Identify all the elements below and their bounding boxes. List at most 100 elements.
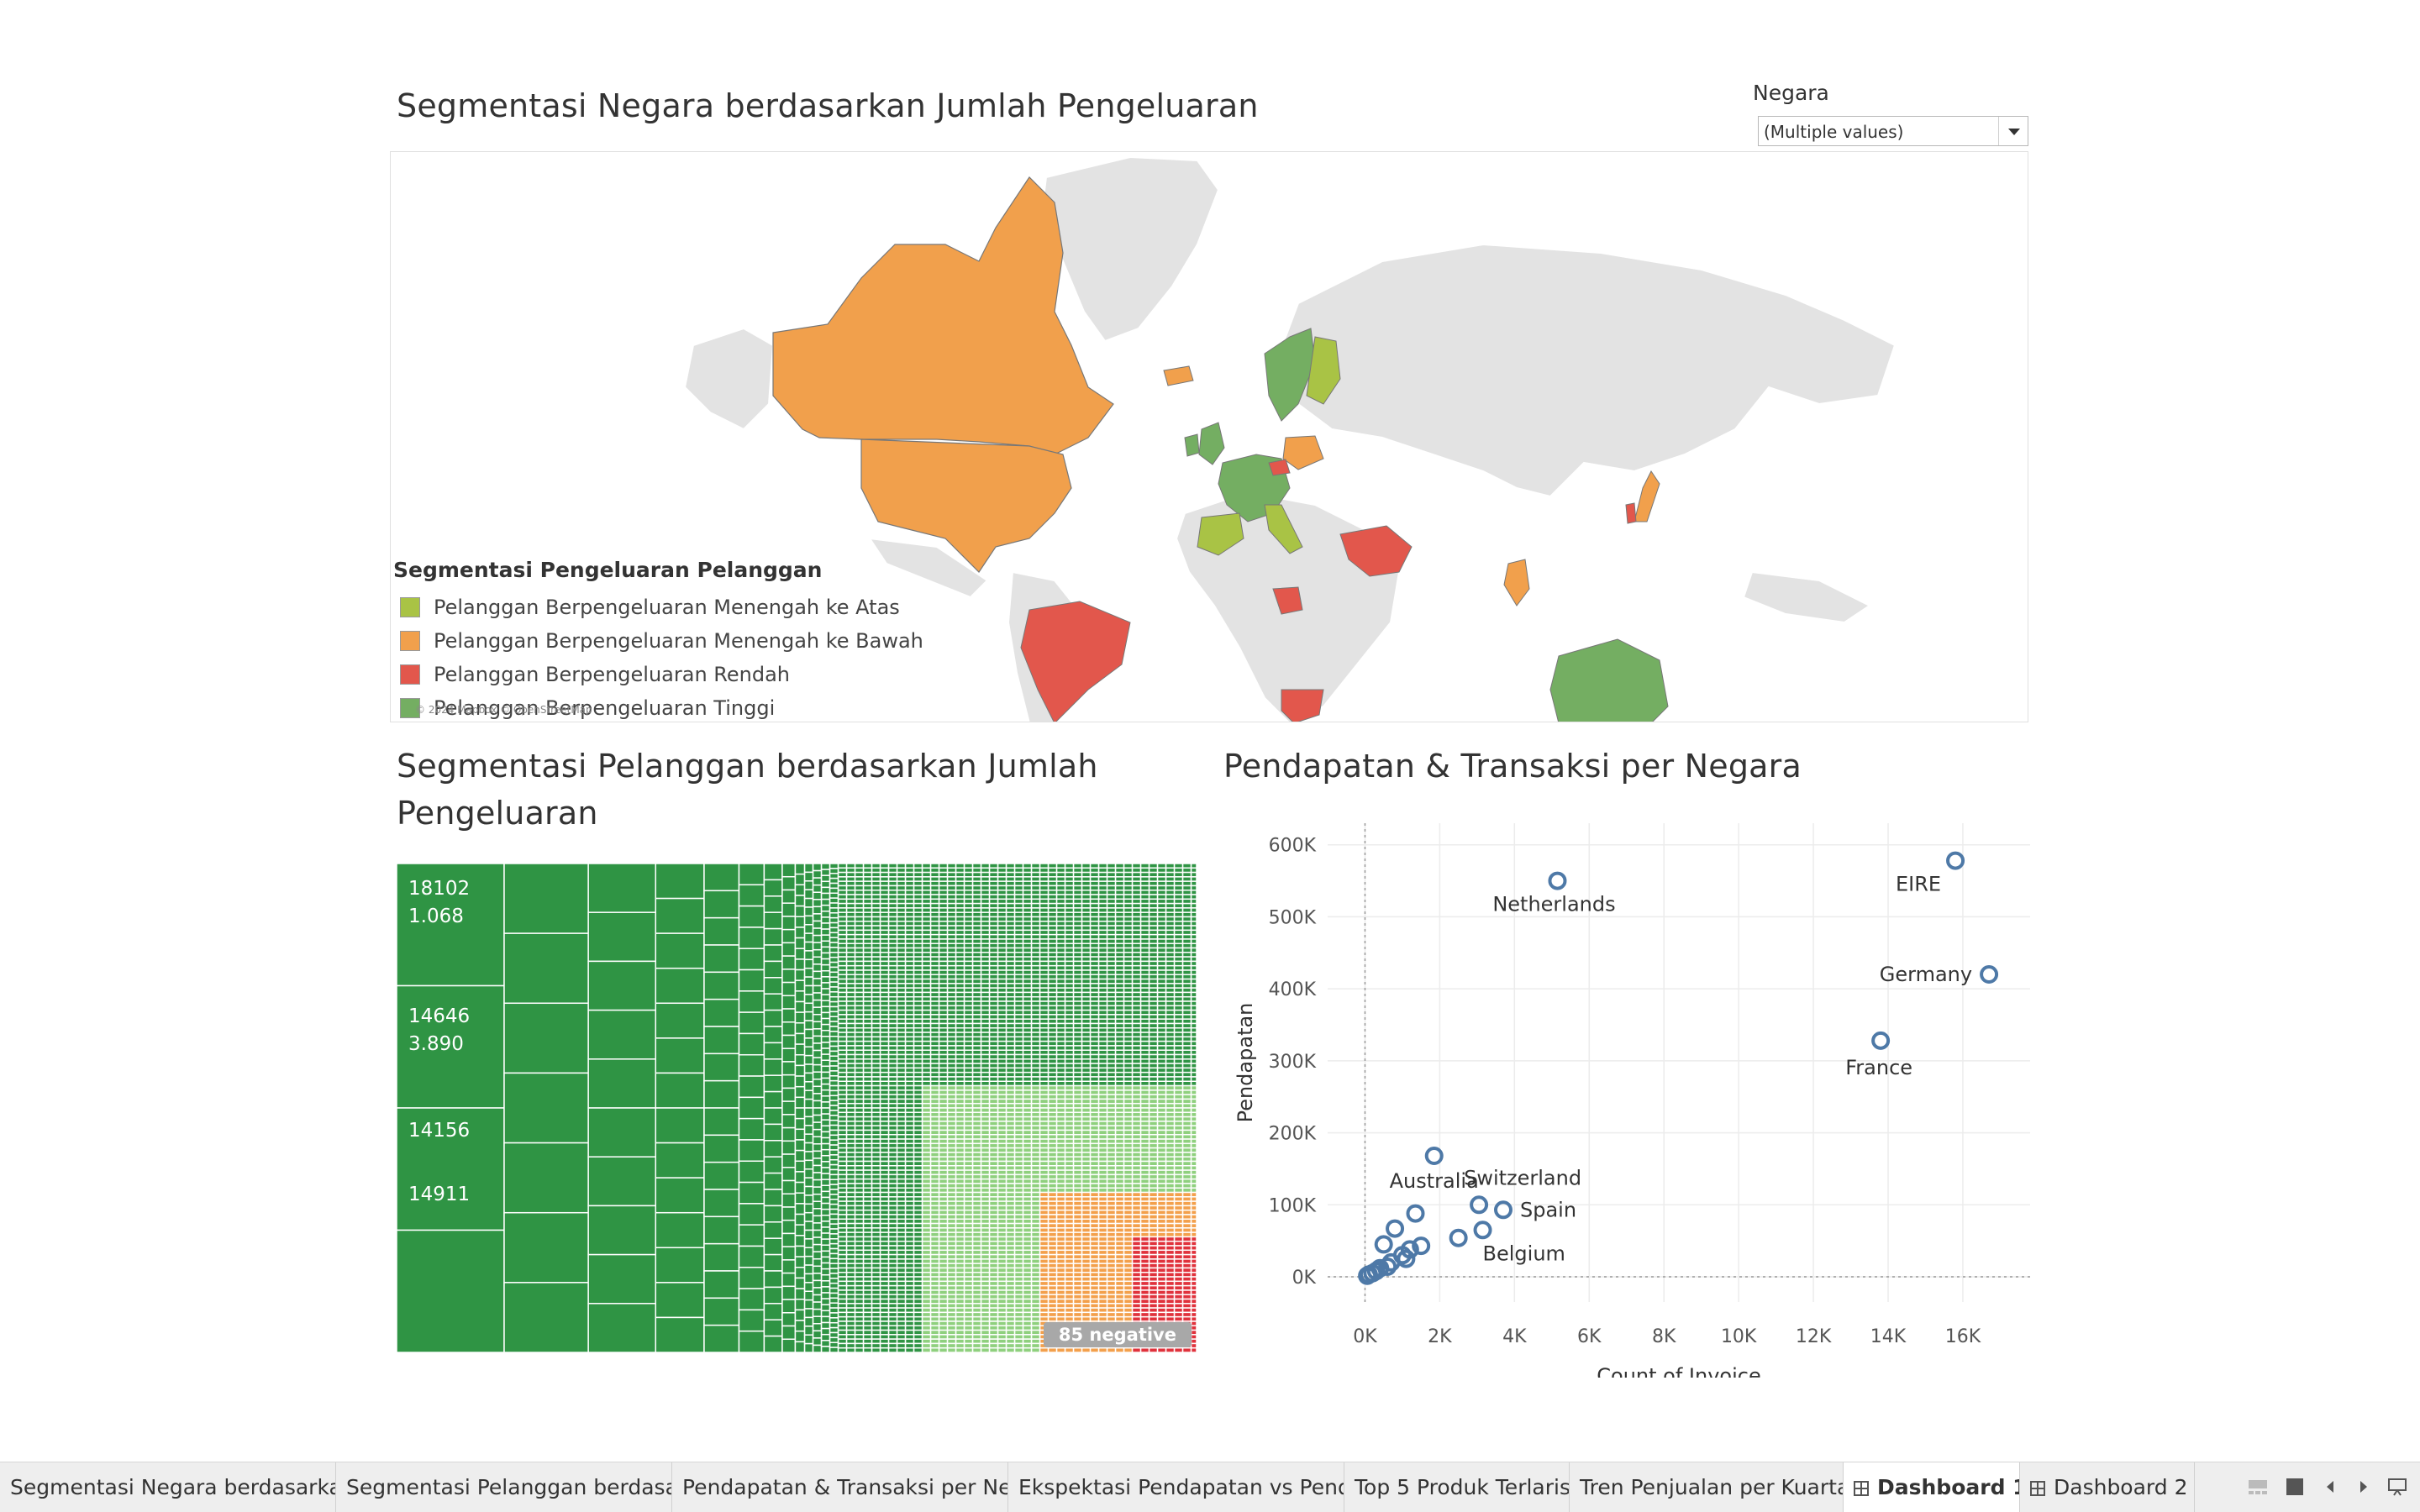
treemap-cell[interactable] — [1013, 1284, 1024, 1291]
treemap-cell[interactable] — [1165, 871, 1176, 878]
treemap-cell[interactable] — [955, 1125, 965, 1131]
treemap-cell[interactable] — [845, 1133, 856, 1140]
treemap-cell[interactable] — [1047, 1129, 1058, 1136]
treemap-cell[interactable] — [1005, 1160, 1016, 1167]
treemap-cell[interactable] — [1173, 902, 1184, 909]
treemap-cell[interactable] — [1081, 978, 1092, 984]
treemap-cell[interactable] — [837, 1173, 848, 1180]
treemap-cell[interactable] — [896, 1107, 907, 1114]
treemap-cell[interactable] — [887, 1258, 898, 1264]
treemap-cell[interactable] — [871, 889, 881, 895]
treemap-cell[interactable] — [871, 1040, 881, 1047]
treemap-cell[interactable] — [1123, 1116, 1134, 1122]
treemap-cell[interactable] — [1165, 1209, 1176, 1215]
treemap-cell[interactable] — [812, 1308, 823, 1317]
treemap-cell[interactable] — [1039, 1187, 1050, 1194]
treemap-cell[interactable] — [904, 1121, 915, 1126]
treemap-cell[interactable] — [845, 1214, 856, 1221]
treemap-cell[interactable] — [837, 991, 848, 998]
treemap-cell[interactable] — [837, 1116, 848, 1122]
treemap-cell[interactable] — [971, 1116, 982, 1122]
treemap-cell[interactable] — [879, 880, 890, 887]
treemap-cell[interactable] — [862, 1102, 873, 1109]
treemap-cell[interactable] — [812, 1042, 823, 1052]
treemap-cell[interactable] — [1081, 1018, 1092, 1025]
treemap-cell[interactable] — [1064, 1121, 1075, 1126]
treemap-cell[interactable] — [1148, 867, 1159, 874]
treemap-cell[interactable] — [837, 1111, 848, 1118]
treemap-cell[interactable] — [963, 1311, 974, 1318]
treemap-cell[interactable] — [921, 1307, 932, 1314]
treemap-cell[interactable] — [963, 956, 974, 963]
treemap-cell[interactable] — [1064, 1138, 1075, 1145]
treemap-cell[interactable] — [1148, 974, 1159, 980]
treemap-cell[interactable] — [1148, 871, 1159, 878]
treemap-cell[interactable] — [929, 1032, 940, 1038]
treemap-cell[interactable] — [1173, 929, 1184, 936]
treemap-cell[interactable] — [1055, 1218, 1066, 1225]
treemap-cell[interactable] — [913, 1045, 923, 1051]
treemap-cell[interactable] — [879, 1289, 890, 1295]
treemap-cell[interactable] — [1106, 1196, 1117, 1202]
treemap-cell[interactable] — [1106, 1040, 1117, 1047]
treemap-cell[interactable] — [896, 898, 907, 905]
treemap-cell[interactable] — [1139, 1178, 1150, 1184]
treemap-cell[interactable] — [1005, 1040, 1016, 1047]
treemap-cell[interactable] — [820, 904, 831, 912]
treemap-cell[interactable] — [955, 1280, 965, 1287]
treemap-cell[interactable] — [896, 947, 907, 953]
treemap-cell[interactable] — [980, 1160, 991, 1167]
treemap-cell[interactable] — [1039, 1263, 1050, 1269]
treemap-cell[interactable] — [1005, 880, 1016, 887]
treemap-cell[interactable] — [1173, 1063, 1184, 1069]
treemap-cell[interactable] — [1022, 1289, 1033, 1295]
treemap-cell[interactable] — [1148, 1294, 1159, 1300]
treemap-cell[interactable] — [829, 1011, 839, 1017]
treemap-cell[interactable] — [1156, 864, 1167, 869]
treemap-cell[interactable] — [803, 1342, 814, 1352]
treemap-cell[interactable] — [1123, 1240, 1134, 1247]
treemap-cell[interactable] — [1139, 1000, 1150, 1007]
treemap-cell[interactable] — [1039, 876, 1050, 882]
treemap-cell[interactable] — [988, 1040, 999, 1047]
treemap-cell[interactable] — [871, 1249, 881, 1256]
treemap-cell[interactable] — [971, 1040, 982, 1047]
treemap-cell[interactable] — [871, 1160, 881, 1167]
treemap-cell[interactable] — [980, 1102, 991, 1109]
treemap-cell[interactable] — [803, 1299, 814, 1310]
treemap-cell[interactable] — [963, 902, 974, 909]
treemap-cell[interactable] — [812, 1330, 823, 1339]
treemap-cell[interactable] — [862, 921, 873, 927]
treemap-cell[interactable] — [887, 1063, 898, 1069]
treemap-cell[interactable] — [794, 1235, 806, 1247]
treemap-cell[interactable] — [946, 1276, 957, 1283]
treemap-cell[interactable] — [854, 916, 865, 922]
treemap-cell[interactable] — [963, 876, 974, 882]
treemap-cell[interactable] — [1114, 1147, 1125, 1153]
treemap-cell[interactable] — [820, 1053, 831, 1061]
treemap-cell[interactable] — [963, 1152, 974, 1158]
treemap-cell[interactable] — [971, 969, 982, 976]
treemap-cell[interactable] — [879, 1315, 890, 1322]
treemap-cell[interactable] — [997, 1329, 1007, 1336]
treemap-cell[interactable] — [921, 925, 932, 932]
treemap-cell[interactable] — [862, 1063, 873, 1069]
treemap-cell[interactable] — [812, 1257, 823, 1268]
treemap-cell[interactable] — [929, 1121, 940, 1126]
treemap-cell[interactable] — [946, 942, 957, 949]
treemap-cell[interactable] — [879, 1058, 890, 1064]
treemap-cell[interactable] — [1165, 921, 1176, 927]
treemap-cell[interactable] — [871, 995, 881, 1002]
treemap-cell[interactable] — [1173, 938, 1184, 944]
treemap-cell[interactable] — [1013, 889, 1024, 895]
treemap-cell[interactable] — [1022, 1142, 1033, 1149]
treemap-cell[interactable] — [1005, 1284, 1016, 1291]
treemap-cell[interactable] — [587, 960, 657, 1011]
treemap-cell[interactable] — [1022, 1036, 1033, 1042]
treemap-cell[interactable] — [938, 987, 949, 994]
treemap-cell[interactable] — [896, 889, 907, 895]
treemap-cell[interactable] — [1022, 925, 1033, 932]
treemap-cell[interactable] — [854, 1338, 865, 1345]
treemap-cell[interactable] — [837, 1027, 848, 1033]
treemap-cell[interactable] — [997, 1289, 1007, 1295]
